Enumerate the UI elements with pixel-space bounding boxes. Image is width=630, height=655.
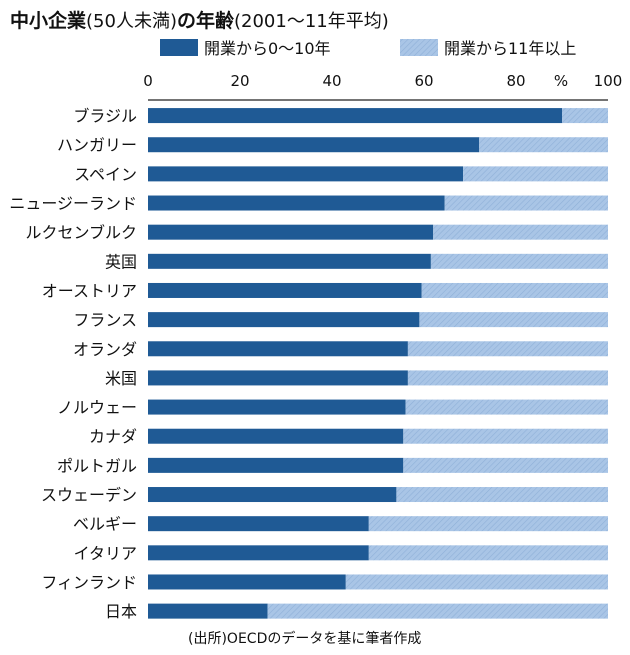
- bar-0-10-years: [148, 312, 420, 328]
- category-label: カナダ: [89, 427, 137, 446]
- category-label: ハンガリー: [57, 136, 137, 155]
- bar-11-plus-years: [396, 487, 608, 503]
- category-label: 米国: [105, 369, 137, 388]
- category-labels: ブラジルハンガリースペインニュージーランドルクセンブルク英国オーストリアフランス…: [9, 107, 137, 622]
- bar-0-10-years: [148, 545, 369, 561]
- x-tick-label: 0: [143, 72, 153, 90]
- category-label: ポルトガル: [57, 456, 137, 475]
- bar-11-plus-years: [368, 516, 608, 532]
- legend-swatch-0-10-years: [160, 39, 198, 56]
- legend-label-0-10-years: 開業から0〜10年: [204, 39, 331, 58]
- bar-0-10-years: [148, 603, 268, 619]
- legend-label-11-plus-years: 開業から11年以上: [444, 39, 576, 58]
- bar-11-plus-years: [421, 282, 608, 298]
- category-label: 日本: [105, 602, 137, 621]
- bar-11-plus-years: [430, 253, 608, 269]
- category-label: オランダ: [73, 340, 137, 359]
- category-label: スペイン: [74, 165, 137, 184]
- bar-0-10-years: [148, 370, 408, 386]
- x-tick-label: 20: [230, 72, 249, 90]
- x-tick-label: 100: [594, 72, 623, 90]
- bar-0-10-years: [148, 399, 406, 415]
- source-note: (出所)OECDのデータを基に筆者作成: [188, 630, 421, 647]
- bar-0-10-years: [148, 108, 562, 124]
- bar-11-plus-years: [407, 341, 608, 357]
- chart-title: 中小企業(50人未満)の年齢(2001〜11年平均): [10, 9, 389, 32]
- bar-0-10-years: [148, 574, 346, 590]
- category-label: ブラジル: [73, 107, 137, 126]
- category-label: イタリア: [74, 544, 137, 563]
- x-tick-label: 60: [414, 72, 433, 90]
- bar-0-10-years: [148, 282, 422, 298]
- bar-11-plus-years: [405, 399, 608, 415]
- bars: [148, 108, 608, 619]
- bar-11-plus-years: [403, 457, 608, 473]
- bar-0-10-years: [148, 487, 397, 503]
- bar-0-10-years: [148, 253, 431, 269]
- bar-11-plus-years: [368, 545, 608, 561]
- x-tick-label: 40: [322, 72, 341, 90]
- bar-0-10-years: [148, 516, 369, 532]
- bar-0-10-years: [148, 166, 464, 182]
- category-label: フランス: [73, 311, 137, 330]
- category-label: 英国: [105, 252, 137, 271]
- category-label: ベルギー: [73, 515, 137, 534]
- legend-swatch-11-plus-years: [400, 39, 438, 56]
- x-axis-ticks: 0 20 40 60 80 100: [143, 72, 622, 90]
- bar-0-10-years: [148, 428, 404, 444]
- bar-11-plus-years: [403, 428, 608, 444]
- category-label: ルクセンブルク: [25, 223, 137, 242]
- category-label: オーストリア: [42, 281, 137, 300]
- bar-11-plus-years: [419, 312, 608, 328]
- category-label: ノルウェー: [57, 398, 137, 417]
- bar-0-10-years: [148, 341, 408, 357]
- unit-label: %: [554, 72, 568, 90]
- bar-11-plus-years: [444, 195, 608, 211]
- bar-0-10-years: [148, 137, 480, 153]
- bar-11-plus-years: [562, 108, 608, 124]
- bar-0-10-years: [148, 224, 434, 240]
- bar-11-plus-years: [479, 137, 608, 153]
- bar-11-plus-years: [433, 224, 608, 240]
- bar-11-plus-years: [345, 574, 608, 590]
- legend: 開業から0〜10年 開業から11年以上: [160, 39, 576, 58]
- category-label: フィンランド: [41, 573, 137, 592]
- bar-11-plus-years: [267, 603, 608, 619]
- x-tick-label: 80: [506, 72, 525, 90]
- category-label: スウェーデン: [41, 486, 137, 505]
- bar-11-plus-years: [407, 370, 608, 386]
- category-label: ニュージーランド: [9, 194, 137, 213]
- bar-0-10-years: [148, 195, 445, 211]
- bar-11-plus-years: [463, 166, 608, 182]
- bar-0-10-years: [148, 457, 404, 473]
